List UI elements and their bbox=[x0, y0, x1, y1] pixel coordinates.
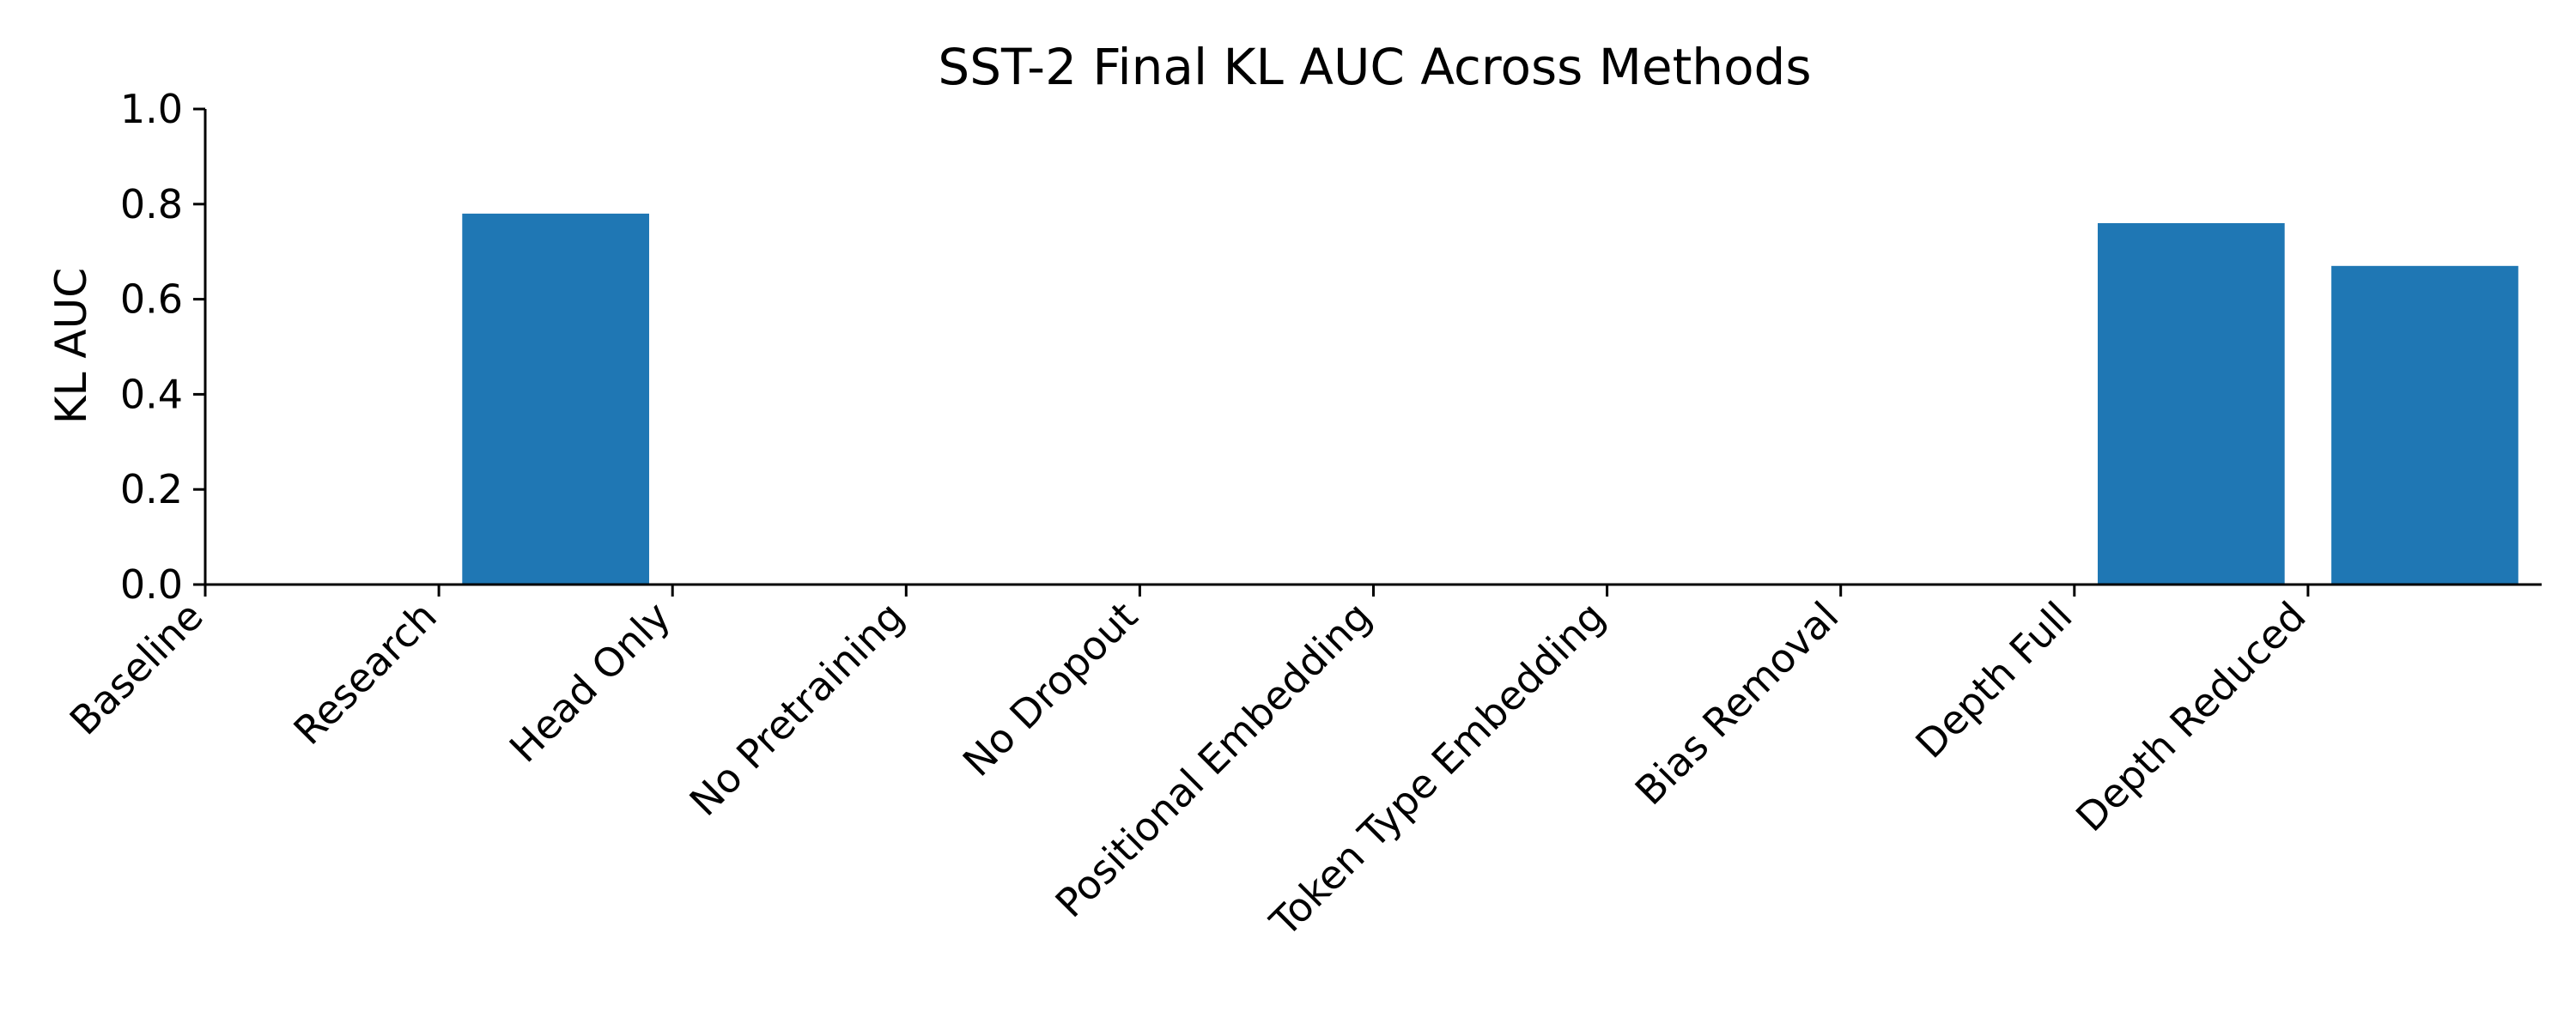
bars-group bbox=[462, 213, 2518, 585]
x-tick-label: No Dropout bbox=[954, 593, 1146, 785]
x-tick-label: Bias Removal bbox=[1626, 593, 1848, 815]
y-axis: 0.0 0.2 0.4 0.6 0.8 1.0 bbox=[120, 86, 207, 608]
y-tick-label: 0.0 bbox=[120, 561, 183, 608]
y-tick-label: 0.6 bbox=[120, 276, 183, 323]
y-tick-label: 0.2 bbox=[120, 466, 183, 512]
y-axis-label: KL AUC bbox=[46, 268, 96, 424]
x-axis: Baseline Research Head Only No Pretraining N… bbox=[61, 583, 2542, 946]
chart-title: SST-2 Final KL AUC Across Methods bbox=[938, 38, 1811, 96]
x-tick-label: Depth Full bbox=[1906, 593, 2081, 767]
y-tick-label: 0.8 bbox=[120, 181, 183, 227]
bar-depth-reduced bbox=[2331, 265, 2518, 585]
x-tick-label: No Pretraining bbox=[681, 593, 913, 825]
x-tick-label: Research bbox=[284, 593, 445, 754]
x-tick-label: Baseline bbox=[61, 593, 212, 744]
x-tick-label: Depth Reduced bbox=[2067, 593, 2315, 841]
y-tick-label: 0.4 bbox=[120, 371, 183, 417]
bar-research bbox=[462, 213, 649, 585]
bar-depth-full bbox=[2098, 222, 2285, 585]
x-tick-label: Head Only bbox=[501, 593, 679, 772]
y-tick-label: 1.0 bbox=[120, 86, 183, 132]
